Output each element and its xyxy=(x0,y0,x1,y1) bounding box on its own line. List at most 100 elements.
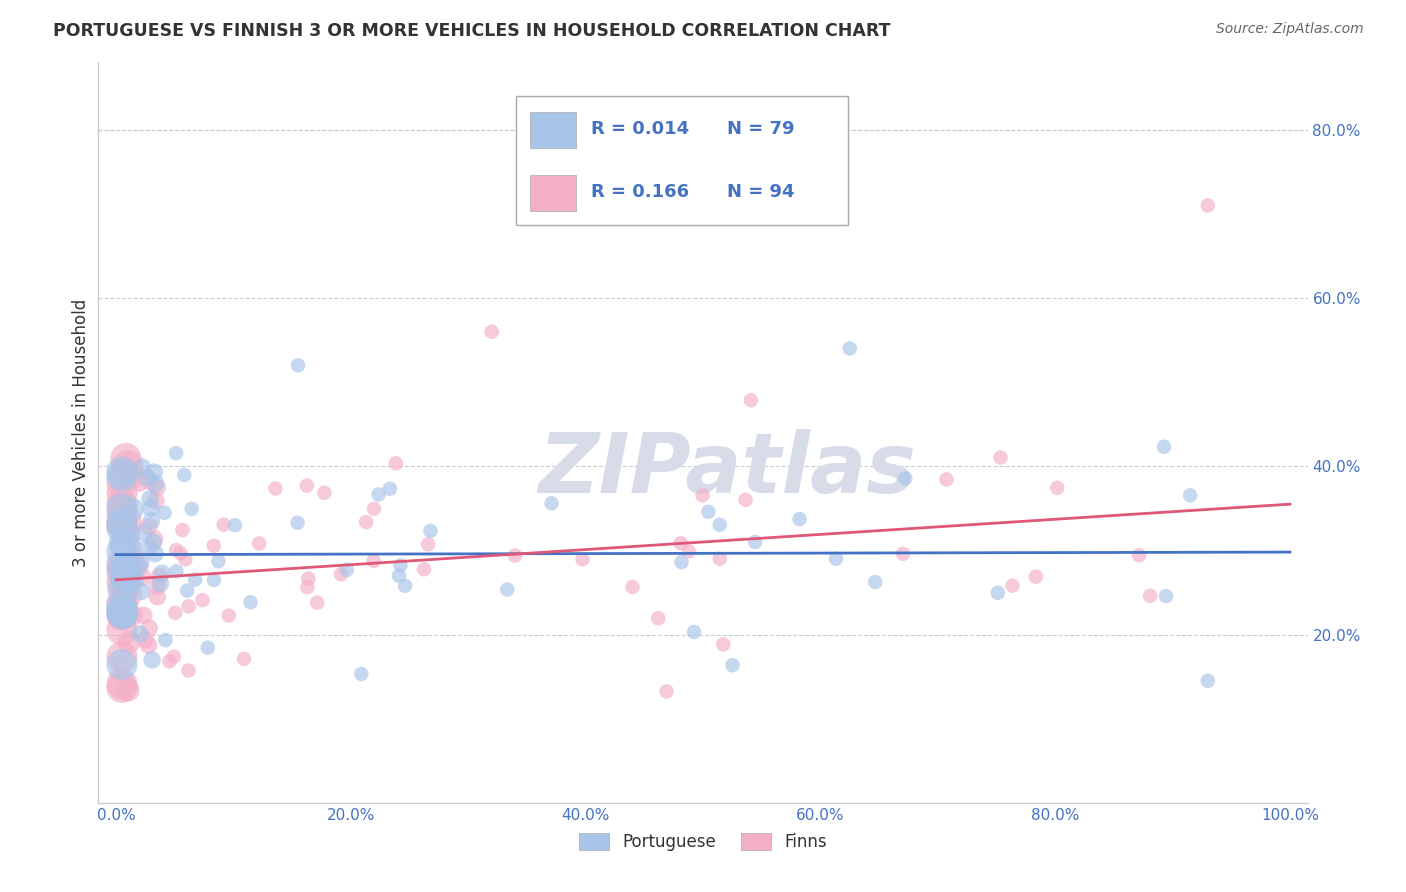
Point xyxy=(621,580,644,594)
Point xyxy=(367,487,389,501)
Point xyxy=(111,561,134,575)
Point xyxy=(143,547,166,561)
Point xyxy=(678,544,700,558)
FancyBboxPatch shape xyxy=(530,175,576,211)
Point xyxy=(935,472,957,486)
Point xyxy=(135,470,157,484)
Point xyxy=(165,543,187,558)
Point xyxy=(363,554,385,568)
Point xyxy=(157,654,180,668)
Point xyxy=(1128,549,1150,563)
Point xyxy=(307,596,329,610)
Point xyxy=(146,590,169,604)
Point xyxy=(354,515,377,529)
Point xyxy=(111,605,134,619)
Point xyxy=(128,476,150,491)
Point xyxy=(146,481,169,495)
Point xyxy=(394,579,416,593)
Point xyxy=(174,552,197,566)
Point xyxy=(138,519,160,533)
Point xyxy=(111,469,134,483)
Point xyxy=(118,526,141,541)
Point xyxy=(697,505,720,519)
Point xyxy=(111,465,134,479)
Point xyxy=(709,517,731,532)
Text: PORTUGUESE VS FINNISH 3 OR MORE VEHICLES IN HOUSEHOLD CORRELATION CHART: PORTUGUESE VS FINNISH 3 OR MORE VEHICLES… xyxy=(53,22,891,40)
Point xyxy=(139,475,162,489)
Point xyxy=(129,555,152,569)
Point xyxy=(134,632,156,647)
Point xyxy=(114,539,136,553)
Point xyxy=(481,325,503,339)
Point xyxy=(129,559,152,574)
Point xyxy=(143,532,166,546)
Point xyxy=(202,573,225,587)
Point xyxy=(115,451,138,466)
Point xyxy=(111,607,134,622)
Point xyxy=(120,608,142,623)
Point xyxy=(111,521,134,535)
Point xyxy=(540,496,562,510)
Point xyxy=(153,506,176,520)
Point xyxy=(111,681,134,695)
Point xyxy=(111,497,134,511)
Point xyxy=(197,640,219,655)
Point xyxy=(118,635,141,649)
Point xyxy=(112,536,135,550)
Text: ZIPatlas: ZIPatlas xyxy=(538,429,917,510)
Point xyxy=(141,653,163,667)
Point xyxy=(202,539,225,553)
Point xyxy=(671,555,693,569)
Point xyxy=(131,584,153,599)
Point xyxy=(389,558,412,573)
Point xyxy=(177,664,200,678)
Point xyxy=(1154,589,1177,603)
Point xyxy=(111,677,134,691)
Point xyxy=(115,515,138,529)
Point xyxy=(111,596,134,610)
Point xyxy=(115,588,138,602)
Point xyxy=(297,580,319,594)
Point xyxy=(121,502,143,516)
Point xyxy=(207,554,229,568)
FancyBboxPatch shape xyxy=(530,112,576,147)
Point xyxy=(138,621,160,635)
Text: N = 94: N = 94 xyxy=(727,183,794,201)
Point xyxy=(111,649,134,664)
Point xyxy=(114,572,136,586)
Point xyxy=(838,342,860,356)
Point xyxy=(117,683,139,698)
Point xyxy=(132,608,155,623)
Point xyxy=(136,541,159,555)
Point xyxy=(111,501,134,516)
Text: N = 79: N = 79 xyxy=(727,120,794,138)
Point xyxy=(111,606,134,620)
Point xyxy=(1197,673,1219,688)
Point xyxy=(111,575,134,590)
Point xyxy=(184,573,207,587)
Point xyxy=(111,516,134,530)
Point xyxy=(124,558,146,573)
Point xyxy=(121,566,143,581)
Point xyxy=(669,536,692,550)
Point xyxy=(744,535,766,549)
Point xyxy=(233,652,256,666)
Point xyxy=(740,393,762,408)
Point xyxy=(111,557,134,571)
Point xyxy=(287,516,309,530)
Point xyxy=(336,563,359,577)
Point xyxy=(163,649,186,664)
Point xyxy=(122,469,145,483)
Point xyxy=(239,595,262,609)
Point xyxy=(145,494,167,508)
Point xyxy=(117,458,139,473)
Point xyxy=(571,552,593,566)
Point xyxy=(111,517,134,532)
Point xyxy=(177,599,200,614)
Point xyxy=(419,524,441,538)
Point xyxy=(138,638,160,652)
Point xyxy=(176,583,198,598)
Point xyxy=(1025,570,1047,584)
Point xyxy=(122,551,145,566)
Point xyxy=(150,566,173,580)
